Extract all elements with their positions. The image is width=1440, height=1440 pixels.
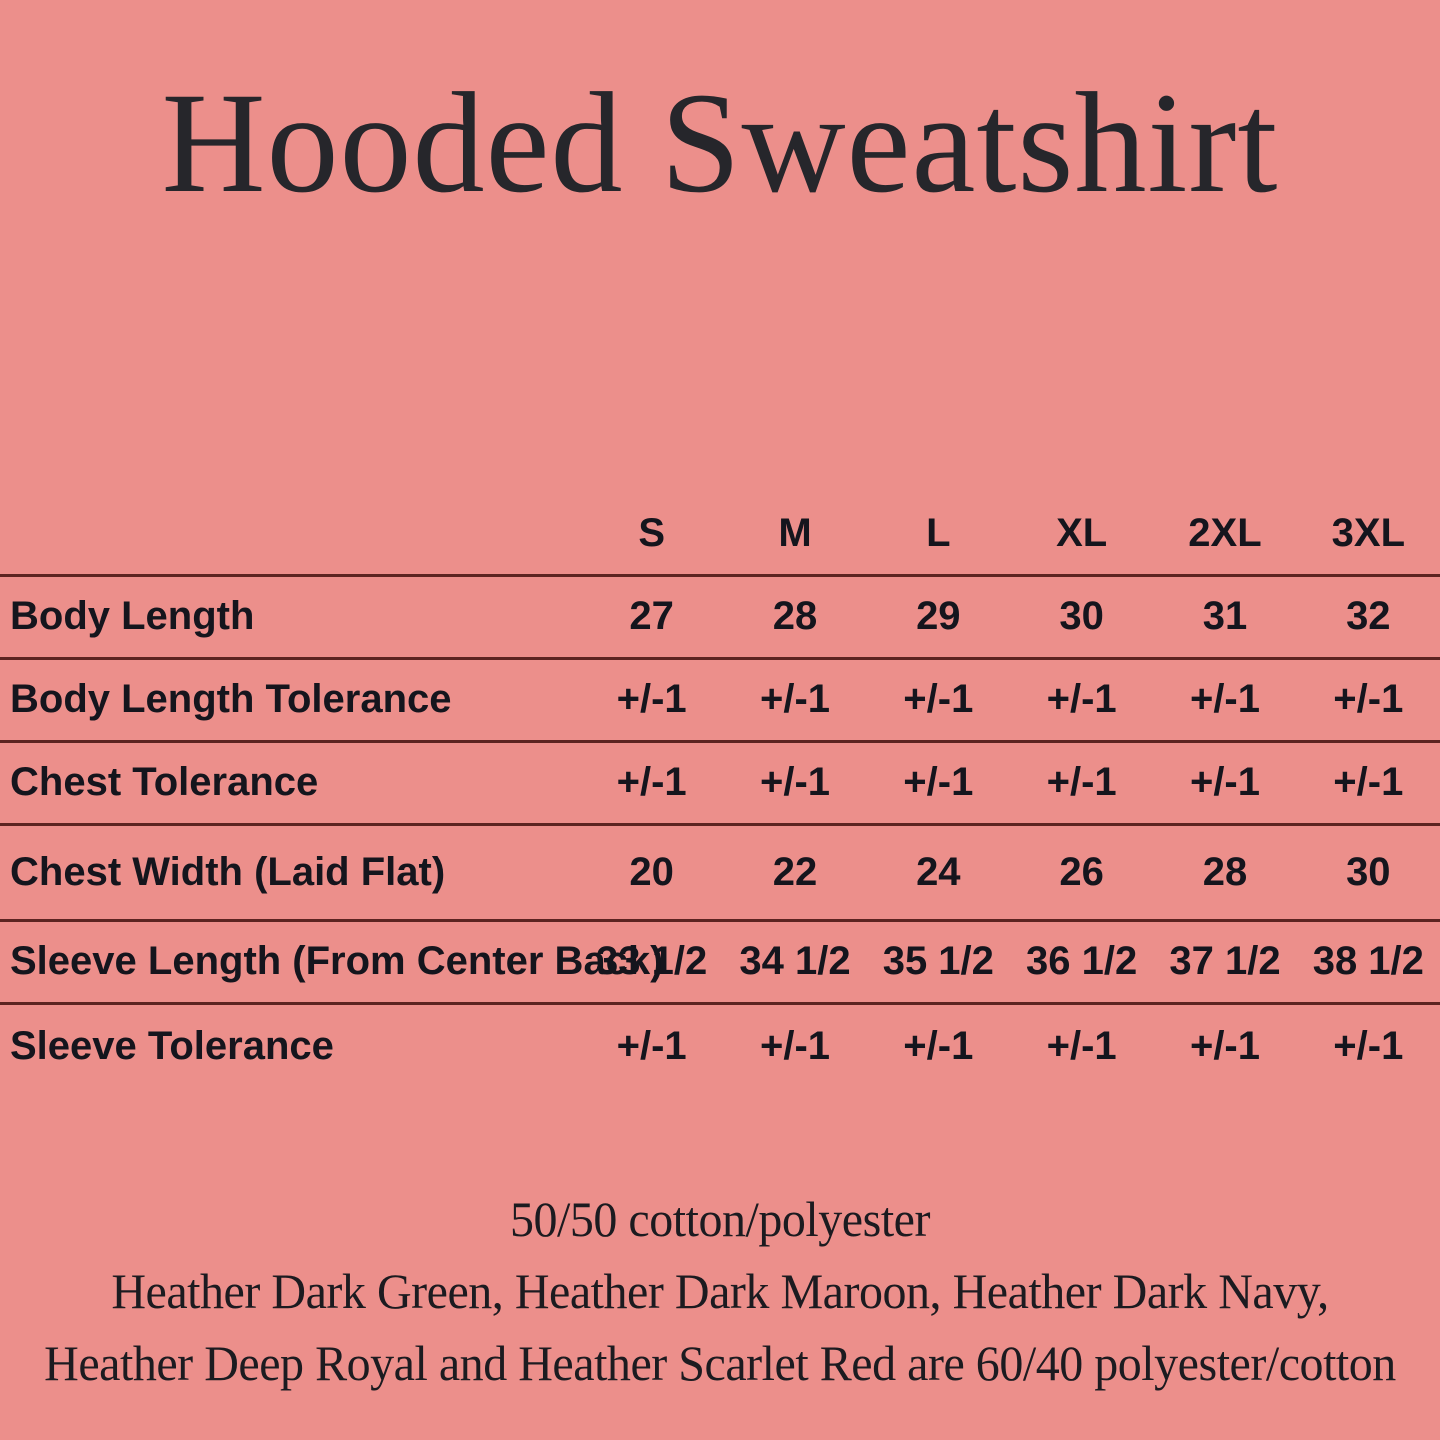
cell-value: +/-1 bbox=[616, 677, 687, 721]
cell-value: +/-1 bbox=[1333, 677, 1404, 721]
size-header-3xl: 3XL bbox=[1331, 510, 1405, 555]
fabric-note-line-2: Heather Dark Green, Heather Dark Maroon,… bbox=[111, 1263, 1329, 1319]
table-row-body-length: Body Length 27 28 29 30 31 32 bbox=[0, 575, 1440, 658]
cell-value: 30 bbox=[1346, 849, 1391, 894]
size-header-spacer bbox=[0, 493, 580, 575]
size-header-2xl: 2XL bbox=[1188, 510, 1262, 555]
cell-value: +/-1 bbox=[1046, 760, 1117, 804]
cell-value: +/-1 bbox=[1189, 760, 1260, 804]
table-row-sleeve-tolerance: Sleeve Tolerance +/-1 +/-1 +/-1 +/-1 +/-… bbox=[0, 1003, 1440, 1088]
cell-value: +/-1 bbox=[759, 677, 831, 721]
fabric-note-line-3: Heather Deep Royal and Heather Scarlet R… bbox=[44, 1335, 1396, 1391]
row-label: Sleeve Length (From Center Back) bbox=[10, 939, 664, 983]
cell-value: +/-1 bbox=[616, 1023, 687, 1068]
size-chart-table: S M L XL 2XL 3XL Body Length 27 28 29 30… bbox=[0, 493, 1440, 1088]
cell-value: 30 bbox=[1059, 594, 1104, 638]
cell-value: 29 bbox=[916, 594, 961, 638]
cell-value: +/-1 bbox=[903, 1023, 974, 1068]
cell-value: 24 bbox=[916, 849, 961, 894]
cell-value: +/-1 bbox=[903, 760, 974, 804]
fabric-note: 50/50 cotton/polyester Heather Dark Gree… bbox=[29, 1183, 1411, 1399]
size-header-xl: XL bbox=[1056, 510, 1108, 555]
cell-value: 20 bbox=[629, 849, 674, 894]
size-header-row: S M L XL 2XL 3XL bbox=[0, 493, 1440, 575]
cell-value: +/-1 bbox=[1046, 677, 1117, 721]
cell-value: 28 bbox=[1202, 849, 1248, 894]
row-label: Sleeve Tolerance bbox=[10, 1023, 334, 1068]
size-header-l: L bbox=[926, 510, 951, 555]
cell-value: +/-1 bbox=[1333, 1023, 1404, 1068]
row-label: Chest Width (Laid Flat) bbox=[10, 849, 446, 894]
cell-value: +/-1 bbox=[1046, 1023, 1117, 1068]
cell-value: 27 bbox=[629, 594, 674, 638]
cell-value: 38 1/2 bbox=[1312, 939, 1424, 983]
cell-value: +/-1 bbox=[616, 760, 687, 804]
table-row-chest-width: Chest Width (Laid Flat) 20 22 24 26 28 3… bbox=[0, 824, 1440, 920]
cell-value: 34 1/2 bbox=[739, 939, 851, 983]
size-header-m: M bbox=[778, 510, 812, 555]
size-header-s: S bbox=[638, 510, 665, 555]
cell-value: +/-1 bbox=[759, 760, 831, 804]
row-label: Body Length Tolerance bbox=[10, 677, 452, 721]
cell-value: 32 bbox=[1346, 594, 1391, 638]
cell-value: 37 1/2 bbox=[1169, 939, 1281, 983]
table-row-chest-tolerance: Chest Tolerance +/-1 +/-1 +/-1 +/-1 +/-1… bbox=[0, 741, 1440, 824]
cell-value: +/-1 bbox=[903, 677, 974, 721]
cell-value: +/-1 bbox=[759, 1023, 831, 1068]
cell-value: 31 bbox=[1202, 594, 1248, 638]
row-label: Chest Tolerance bbox=[10, 760, 319, 804]
cell-value: 36 1/2 bbox=[1026, 939, 1138, 983]
cell-value: 28 bbox=[772, 594, 818, 638]
cell-value: +/-1 bbox=[1333, 760, 1404, 804]
cell-value: 35 1/2 bbox=[882, 939, 994, 983]
table-row-body-length-tolerance: Body Length Tolerance +/-1 +/-1 +/-1 +/-… bbox=[0, 658, 1440, 741]
page-title: Hooded Sweatshirt bbox=[161, 64, 1279, 223]
row-label: Body Length bbox=[10, 594, 255, 638]
cell-value: +/-1 bbox=[1189, 677, 1260, 721]
cell-value: 22 bbox=[772, 849, 818, 894]
fabric-note-line-1: 50/50 cotton/polyester bbox=[509, 1191, 931, 1247]
cell-value: +/-1 bbox=[1189, 1023, 1260, 1068]
table-row-sleeve-length: Sleeve Length (From Center Back) 33 1/2 … bbox=[0, 920, 1440, 1003]
cell-value: 26 bbox=[1059, 849, 1104, 894]
cell-value: 33 1/2 bbox=[596, 939, 708, 983]
